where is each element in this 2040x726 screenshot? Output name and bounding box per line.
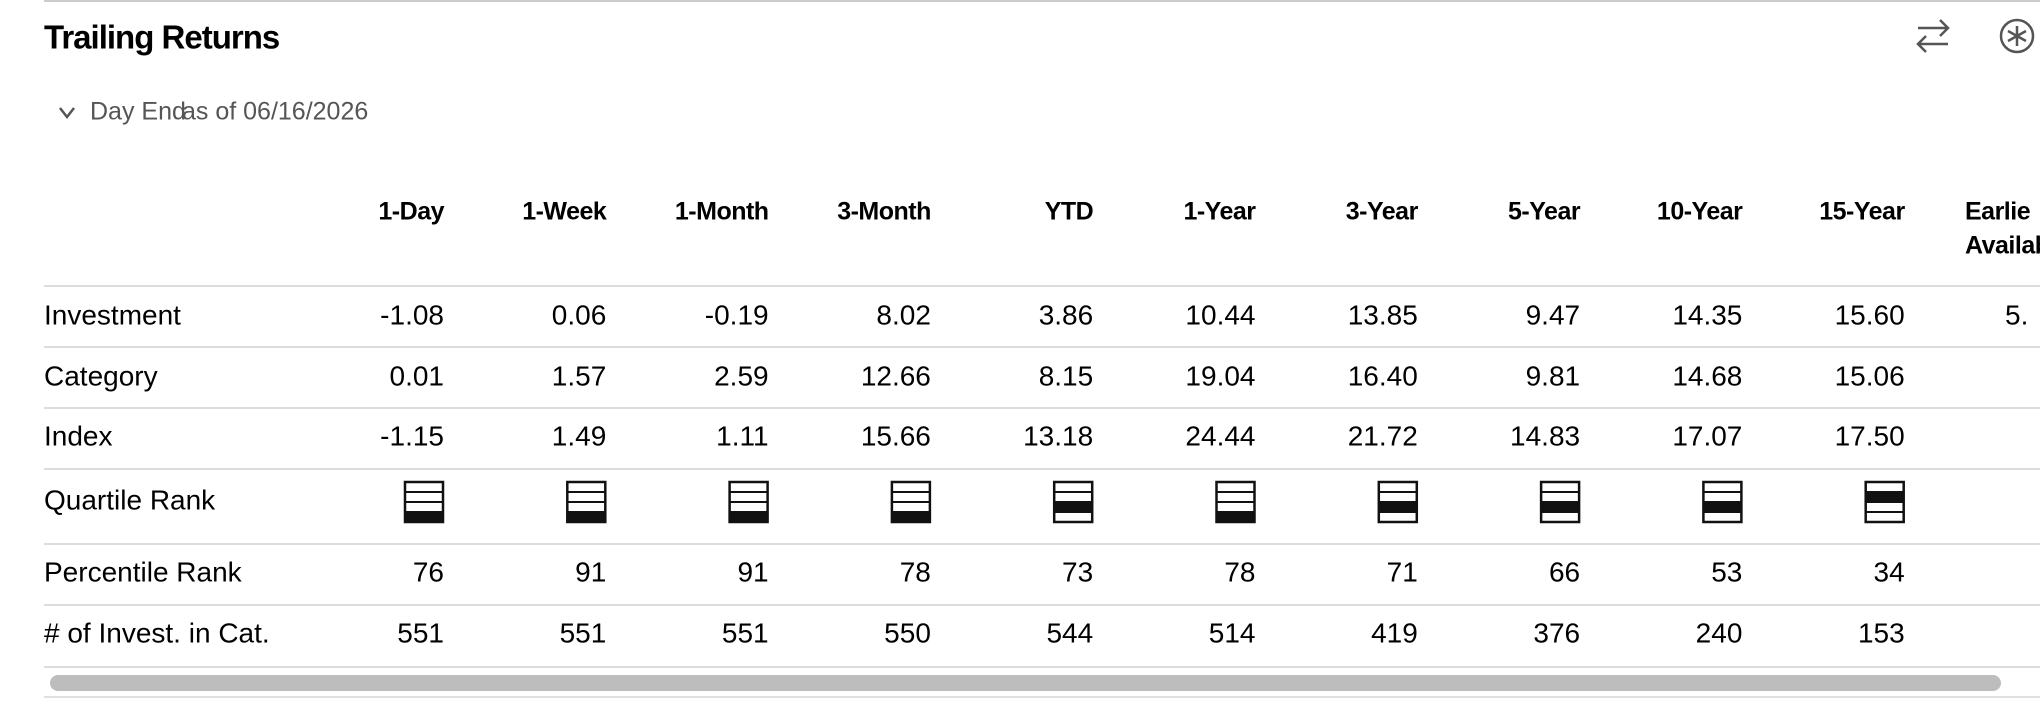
table-cell: 24.44 xyxy=(1185,420,1255,451)
table-cell: 5. xyxy=(2005,299,2028,330)
swap-icon[interactable] xyxy=(1916,19,1950,53)
table-cell: 78 xyxy=(1224,556,1255,587)
row-label: # of Invest. in Cat. xyxy=(44,617,270,648)
quartile-icon xyxy=(890,480,932,524)
table-cell: -1.15 xyxy=(380,420,444,451)
column-header: Earlie xyxy=(1965,198,2031,226)
row-label: Category xyxy=(44,360,158,391)
quartile-fill xyxy=(1054,502,1093,512)
table-cell: 3.86 xyxy=(1039,299,1094,330)
settings-icon[interactable] xyxy=(1999,18,2035,54)
table-cell: 91 xyxy=(737,556,768,587)
table-cell: 544 xyxy=(1046,617,1093,648)
quartile-icon xyxy=(728,480,769,524)
column-header: Availab xyxy=(1965,232,2040,260)
table-cell: 13.85 xyxy=(1348,299,1418,330)
table-cell: 17.07 xyxy=(1672,420,1742,451)
table-cell: 66 xyxy=(1549,556,1580,587)
quartile-icon xyxy=(1702,480,1743,524)
table-cell: 15.06 xyxy=(1835,360,1905,391)
table-cell: 71 xyxy=(1387,556,1418,587)
quartile-icon xyxy=(403,480,445,524)
table-cell: 34 xyxy=(1874,556,1905,587)
table-cell: 14.35 xyxy=(1672,299,1742,330)
quartile-icon xyxy=(566,480,607,524)
table-cell: 73 xyxy=(1062,556,1093,587)
column-header: 3-Year xyxy=(1346,198,1419,226)
table-cell: 550 xyxy=(884,617,931,648)
quartile-icon xyxy=(1864,480,1905,524)
quartile-fill xyxy=(1865,492,1904,502)
table-cell: 14.83 xyxy=(1510,420,1580,451)
table-cell: 9.47 xyxy=(1526,299,1581,330)
column-header: 10-Year xyxy=(1657,198,1743,226)
table-cell: 78 xyxy=(900,556,931,587)
expand-chevron[interactable] xyxy=(59,107,75,120)
column-header: 1-Day xyxy=(378,198,444,226)
table-cell: 10.44 xyxy=(1185,299,1255,330)
table-cell: 240 xyxy=(1696,617,1743,648)
period-selector[interactable]: Day End xyxy=(90,98,186,126)
quartile-icon xyxy=(1215,480,1256,524)
column-header: 1-Year xyxy=(1183,198,1256,226)
table-cell: 419 xyxy=(1371,617,1418,648)
table-cell: 551 xyxy=(397,617,444,648)
table-cell: 53 xyxy=(1711,556,1742,587)
table-cell: 21.72 xyxy=(1348,420,1418,451)
table-cell: 376 xyxy=(1533,617,1580,648)
table-cell: 551 xyxy=(560,617,607,648)
column-header: YTD xyxy=(1045,198,1094,226)
quartile-fill xyxy=(405,512,443,522)
table-cell: 14.68 xyxy=(1672,360,1742,391)
quartile-fill xyxy=(1216,512,1255,522)
table-cell: 0.06 xyxy=(552,299,607,330)
table-cell: 1.57 xyxy=(552,360,607,391)
table-cell: 91 xyxy=(575,556,606,587)
column-header: 15-Year xyxy=(1819,198,1905,226)
table-cell: 15.60 xyxy=(1835,299,1905,330)
quartile-fill xyxy=(891,512,930,522)
table-cell: 2.59 xyxy=(714,360,769,391)
quartile-fill xyxy=(729,512,768,522)
table-cell: 15.66 xyxy=(861,420,931,451)
table-cell: 551 xyxy=(722,617,769,648)
table-cell: -1.08 xyxy=(380,299,444,330)
as-of-date: as of 06/16/2026 xyxy=(182,98,368,126)
column-header: 3-Month xyxy=(837,198,931,226)
row-label: Quartile Rank xyxy=(44,484,216,515)
quartile-fill xyxy=(567,512,606,522)
column-header: 5-Year xyxy=(1508,198,1581,226)
table-cell: 1.11 xyxy=(716,420,768,451)
column-header: 1-Month xyxy=(675,198,769,226)
table-cell: 16.40 xyxy=(1348,360,1418,391)
table-cell: 17.50 xyxy=(1835,420,1905,451)
table-cell: 8.15 xyxy=(1039,360,1094,391)
table-cell: 13.18 xyxy=(1023,420,1093,451)
row-label: Percentile Rank xyxy=(44,556,243,587)
quartile-fill xyxy=(1703,502,1742,512)
returns-table: 1-Day 1-Week 1-Month 3-Month YTD 1-Year 3-Year… xyxy=(44,198,2040,668)
quartile-fill xyxy=(1378,502,1417,512)
table-cell: 0.01 xyxy=(390,360,445,391)
table-cell: 153 xyxy=(1858,617,1905,648)
row-label: Investment xyxy=(44,299,181,330)
row-label: Index xyxy=(44,420,113,451)
quartile-icon xyxy=(1377,480,1419,524)
table-cell: 76 xyxy=(413,556,444,587)
scrollbar[interactable] xyxy=(50,675,2001,691)
quartile-fill xyxy=(1541,502,1580,512)
table-cell: 19.04 xyxy=(1185,360,1255,391)
table-cell: 1.49 xyxy=(552,420,607,451)
column-header: 1-Week xyxy=(522,198,607,226)
table-cell: 9.81 xyxy=(1526,360,1581,391)
table-cell: 12.66 xyxy=(861,360,931,391)
section-title: Trailing Returns xyxy=(44,19,279,56)
quartile-icon xyxy=(1539,480,1581,524)
table-cell: 8.02 xyxy=(876,299,931,330)
table-cell: -0.19 xyxy=(705,299,769,330)
quartile-icon xyxy=(1052,480,1094,524)
table-cell: 514 xyxy=(1209,617,1256,648)
